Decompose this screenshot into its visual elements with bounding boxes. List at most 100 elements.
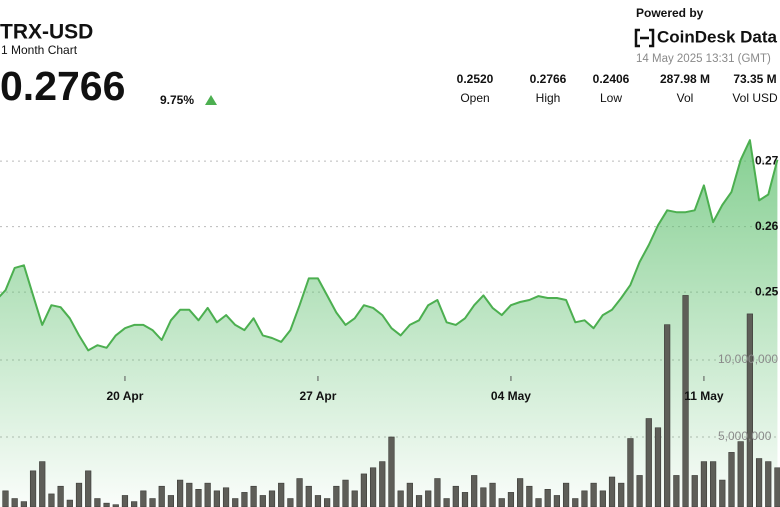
stat-value: 0.2520	[457, 72, 494, 86]
subtitle: 1 Month Chart	[1, 43, 78, 57]
volume-bar	[498, 498, 505, 507]
volume-bar	[324, 498, 331, 507]
stat-value: 73.35 M	[733, 72, 776, 86]
volume-bar	[204, 482, 211, 507]
volume-bar	[241, 492, 248, 507]
volume-bar	[342, 479, 349, 507]
volume-bar	[526, 485, 533, 507]
volume-bar	[296, 478, 303, 507]
volume-bar	[75, 482, 83, 507]
volume-bar	[287, 498, 294, 507]
volume-bar	[195, 489, 202, 507]
up-arrow	[205, 95, 217, 105]
volume-bar	[278, 482, 285, 507]
volume-bar	[572, 498, 579, 507]
volume-bar	[627, 438, 634, 507]
volume-bar	[710, 461, 717, 507]
y-tick-label: 0.26	[755, 219, 779, 233]
volume-bar	[728, 452, 735, 507]
volume-bar	[645, 418, 652, 507]
volume-bar	[360, 473, 368, 507]
volume-bar	[158, 485, 165, 507]
volume-bar	[434, 478, 441, 507]
change: 9.75%	[160, 93, 194, 107]
last-price: 0.2766	[0, 63, 125, 109]
volume-bar	[553, 495, 560, 507]
volume-bar	[222, 487, 230, 507]
timestamp: 14 May 2025 13:31 (GMT)	[636, 53, 771, 65]
volume-bar	[2, 490, 9, 507]
volume-bar	[29, 470, 37, 507]
x-tick-label: 11 May	[684, 389, 724, 403]
volume-bar	[480, 487, 487, 507]
volume-bar	[149, 498, 156, 507]
volume-bar	[94, 498, 101, 507]
volume-bar	[746, 313, 753, 507]
volume-bar	[691, 475, 698, 507]
volume-bar	[664, 324, 671, 507]
volume-bar	[351, 490, 358, 507]
volume-bar	[765, 461, 772, 507]
volume-bar	[167, 495, 175, 507]
chart-title: TRX-USD	[0, 21, 93, 44]
volume-bar	[305, 485, 312, 507]
volume-bar	[544, 489, 551, 507]
volume-bar	[517, 478, 524, 507]
volume-bar	[471, 475, 478, 507]
volume-bar	[85, 470, 92, 507]
volume-bar	[535, 498, 542, 507]
volume-bar	[121, 495, 129, 507]
price-line	[0, 139, 779, 352]
volume-bar	[20, 501, 27, 507]
volume-bar	[66, 499, 73, 507]
x-tick-label: 20 Apr	[107, 389, 144, 403]
y-tick-label: 0.25	[755, 284, 779, 298]
stat-label: Open	[460, 91, 489, 105]
volume-bar	[103, 502, 110, 507]
volume-bar	[461, 492, 469, 507]
volume-bar	[268, 490, 276, 507]
volume-bar	[213, 490, 220, 507]
stat-value: 0.2766	[530, 72, 567, 86]
x-tick-label: 27 Apr	[299, 389, 336, 403]
volume-bar	[379, 461, 386, 507]
volume-bar	[415, 495, 423, 507]
volume-bar	[177, 479, 184, 507]
stat-label: High	[536, 91, 561, 105]
stat-label: Vol	[677, 91, 694, 105]
volume-bar	[131, 501, 138, 507]
volume-bar	[755, 458, 763, 507]
volume-bar	[443, 498, 450, 507]
plot	[0, 139, 780, 507]
volume-bar	[590, 482, 597, 507]
volume-bar	[719, 479, 726, 507]
powered-by: Powered by	[636, 6, 704, 20]
volume-bar	[232, 498, 239, 507]
volume-bar	[397, 490, 404, 507]
volume-bar	[682, 295, 689, 507]
volume-bar	[333, 485, 340, 507]
volume-bar	[636, 475, 643, 507]
x-tick-label: 04 May	[491, 389, 531, 403]
stat-value: 0.2406	[593, 72, 630, 86]
volume-bar	[369, 467, 377, 507]
volume-bar	[11, 498, 18, 507]
volume-bar	[489, 482, 496, 507]
y2-tick-label: 10,000,000	[718, 352, 778, 366]
volume-bar	[259, 495, 266, 507]
volume-bar	[250, 485, 257, 507]
volume-bar	[39, 461, 46, 507]
volume-bar	[388, 436, 395, 507]
volume-bar	[599, 490, 606, 507]
volume-bar	[654, 427, 662, 507]
brand-icon	[634, 28, 655, 48]
volume-bar	[737, 441, 744, 507]
volume-bar	[425, 490, 432, 507]
volume-bar	[140, 490, 147, 507]
volume-bar	[774, 467, 780, 507]
y2-tick-label: 5,000,000	[718, 429, 772, 443]
stat-label: Vol USD	[732, 91, 778, 105]
brand: CoinDesk Data	[657, 27, 778, 46]
